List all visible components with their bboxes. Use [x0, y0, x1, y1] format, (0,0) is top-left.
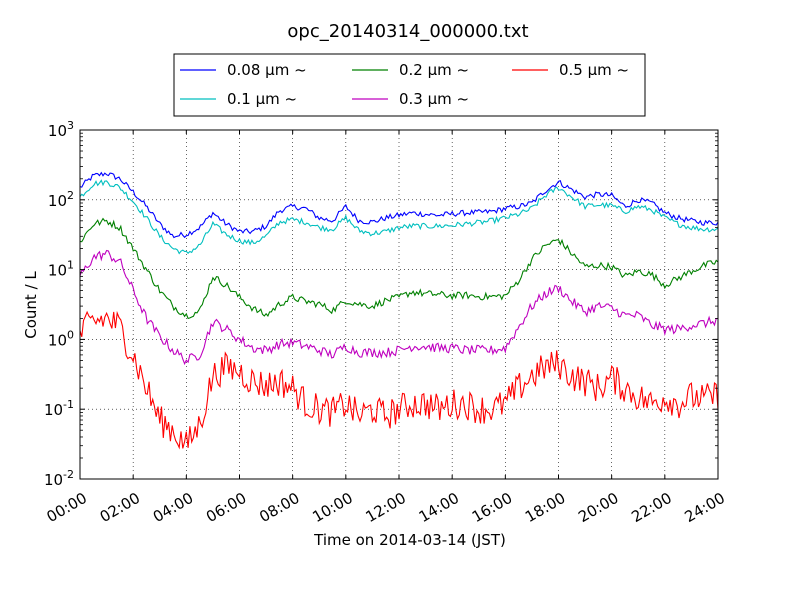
legend: 0.08 μm ~ 0.1 μm ~ 0.2 μm ~ 0.3 μm ~ 0.5 μm … [173, 53, 646, 117]
y-tick-label: 101 [48, 259, 74, 280]
x-axis-label: Time on 2014-03-14 (JST) [313, 531, 506, 549]
x-tick-label: 12:00 [363, 489, 409, 526]
x-tick-label: 00:00 [44, 489, 90, 526]
y-tick-label: 103 [48, 119, 74, 140]
x-tick-label: 06:00 [203, 489, 249, 526]
series-line [79, 249, 719, 366]
series-layer [79, 171, 719, 450]
x-tick-label: 22:00 [628, 489, 674, 526]
x-tick-labels: 00:00 02:00 04:00 06:00 08:00 10:00 12:00 14:00… [44, 489, 728, 526]
y-tick-labels: 10-2 10-1 100 101 102 103 [44, 119, 74, 489]
y-tick-label: 102 [48, 189, 74, 210]
legend-label: 0.2 μm ~ [399, 61, 469, 79]
series-line [79, 310, 719, 450]
x-tick-label: 16:00 [469, 489, 515, 526]
x-tick-label: 04:00 [150, 489, 196, 526]
x-tick-label: 24:00 [682, 489, 728, 526]
y-tick-label: 10-2 [44, 468, 74, 489]
x-tick-label: 10:00 [309, 489, 355, 526]
ticks [79, 129, 719, 480]
legend-label: 0.08 μm ~ [227, 61, 307, 79]
y-axis-label: Count / L [22, 271, 40, 339]
chart-title: opc_20140314_000000.txt [287, 21, 528, 42]
series-line [79, 179, 719, 255]
x-tick-label: 08:00 [256, 489, 302, 526]
x-tick-label: 14:00 [416, 489, 462, 526]
series-line [79, 171, 719, 239]
y-tick-label: 10-1 [44, 398, 74, 419]
legend-label: 0.5 μm ~ [559, 61, 629, 79]
plot-area [80, 130, 718, 479]
legend-label: 0.1 μm ~ [227, 90, 297, 108]
x-tick-label: 02:00 [97, 489, 143, 526]
legend-label: 0.3 μm ~ [399, 90, 469, 108]
y-tick-label: 100 [48, 328, 74, 349]
legend-box [173, 53, 646, 117]
x-tick-label: 18:00 [522, 489, 568, 526]
x-tick-label: 20:00 [575, 489, 621, 526]
series-line [79, 217, 719, 320]
